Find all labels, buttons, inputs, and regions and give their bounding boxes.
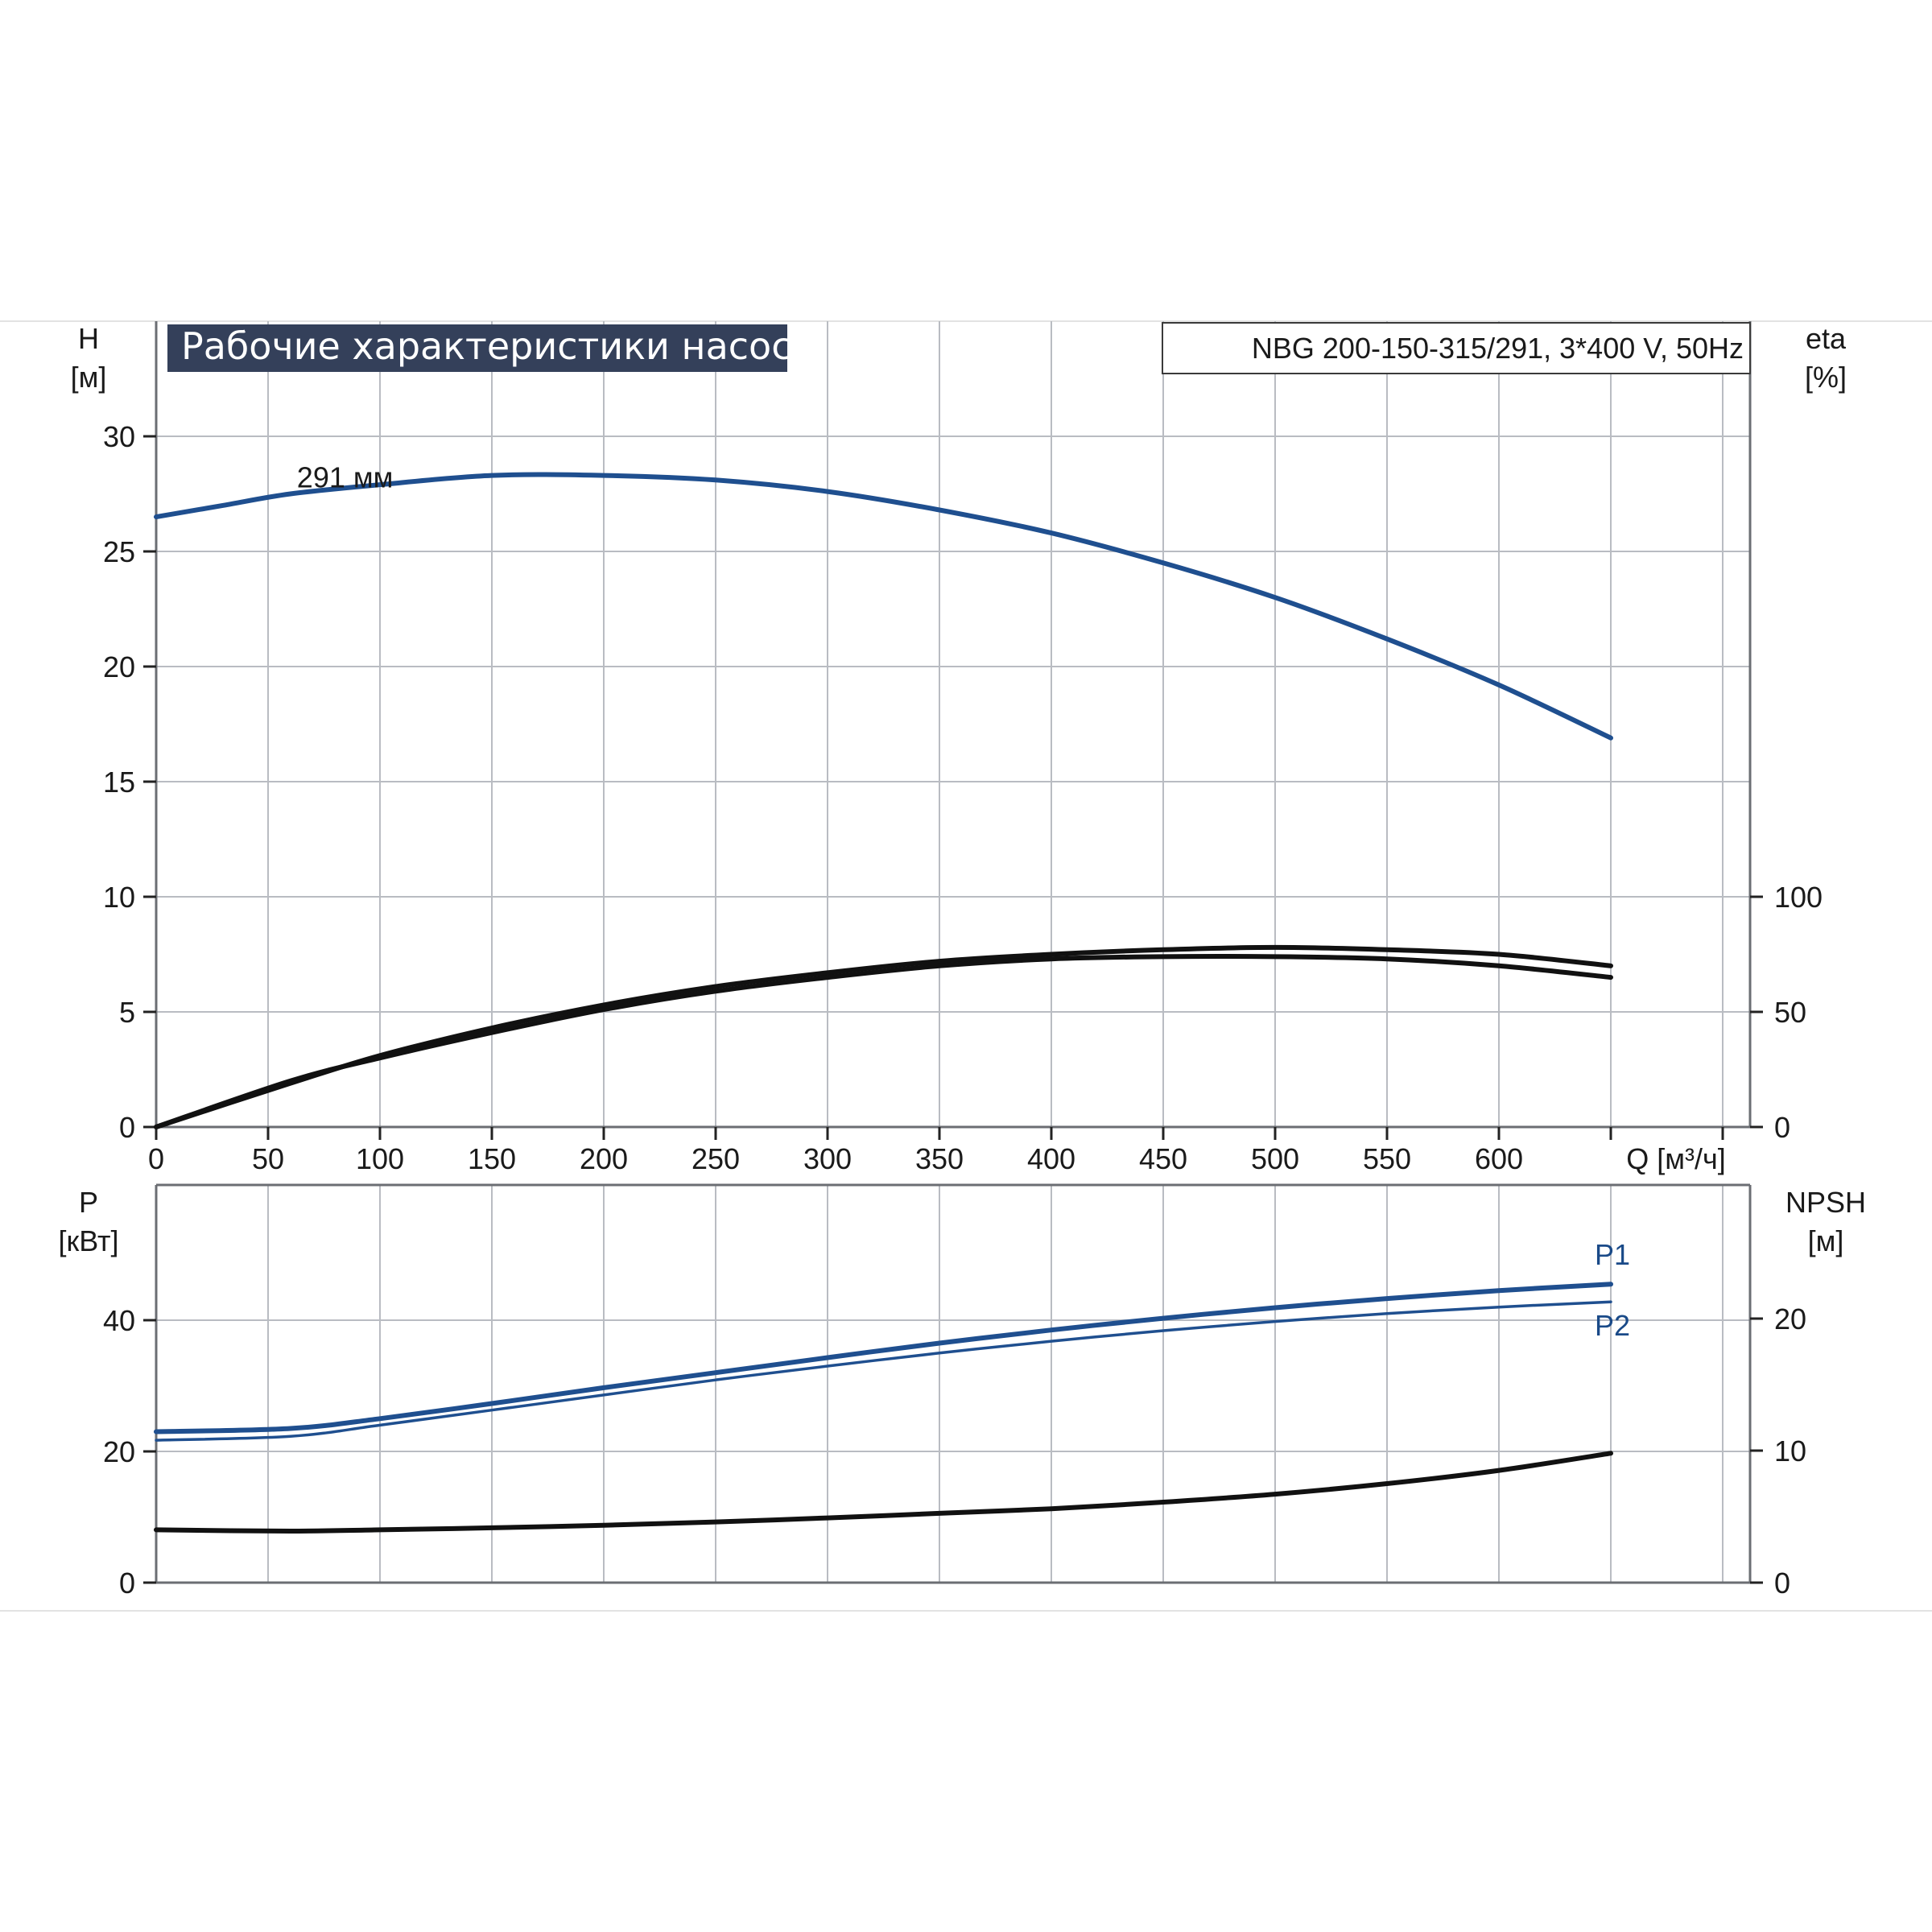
y-right-tick-label: 20: [1774, 1302, 1806, 1335]
x-tick-label: 200: [580, 1142, 628, 1175]
x-tick-label: 550: [1363, 1142, 1411, 1175]
y-right-unit: [%]: [1805, 361, 1847, 394]
x-tick-label: 100: [356, 1142, 404, 1175]
y-left-tick-label: 25: [103, 535, 135, 568]
y-left-tick-label: 5: [119, 996, 135, 1029]
lower-plot: 0 20 40 0 10 20 P [кВт] NPSH [м] P1 P2: [58, 1183, 1866, 1600]
y-right-tick-label: 10: [1774, 1435, 1806, 1468]
y-left-tick-label: 20: [103, 650, 135, 683]
series-line: [154, 472, 1613, 741]
y-left-tick-label: 10: [103, 881, 135, 914]
series-label: 291 мм: [297, 461, 394, 494]
series-line: [154, 1282, 1613, 1435]
x-tick-label: 600: [1475, 1142, 1523, 1175]
series-line: [154, 944, 1613, 1129]
model-badge: NBG 200-150-315/291, 3*400 V, 50Hz: [1162, 322, 1751, 374]
y-right-title: eta: [1806, 322, 1847, 355]
x-tick-label: 400: [1027, 1142, 1075, 1175]
title-badge: Рабочие характеристики насоса: [167, 324, 815, 372]
y-left-tick-label: 15: [103, 766, 135, 799]
x-tick-label: 350: [915, 1142, 964, 1175]
x-tick-label: 150: [468, 1142, 516, 1175]
model-label: NBG 200-150-315/291, 3*400 V, 50Hz: [1252, 332, 1744, 365]
series-line: [155, 1300, 1612, 1442]
x-tick-label: 250: [691, 1142, 740, 1175]
x-tick-label: 500: [1251, 1142, 1299, 1175]
y-left-unit: [кВт]: [58, 1224, 118, 1257]
y-right-tick-label: 0: [1774, 1567, 1790, 1600]
series-label: P2: [1595, 1309, 1630, 1342]
x-tick-label: 450: [1139, 1142, 1187, 1175]
series-line: [154, 1451, 1613, 1534]
y-left-unit: [м]: [71, 361, 107, 394]
series-label: P1: [1595, 1238, 1630, 1271]
y-left-title: P: [79, 1186, 98, 1219]
chart-title: Рабочие характеристики насоса: [181, 324, 815, 368]
y-left-tick-label: 0: [119, 1111, 135, 1144]
x-tick-label: 300: [803, 1142, 852, 1175]
y-left-tick-label: 0: [119, 1567, 135, 1600]
y-right-unit: [м]: [1808, 1224, 1844, 1257]
y-left-tick-label: 20: [103, 1435, 135, 1468]
x-tick-label: 0: [148, 1142, 164, 1175]
y-right-tick-label: 100: [1774, 881, 1823, 914]
y-right-tick-label: 50: [1774, 996, 1806, 1029]
x-axis-label: Q [м³/ч]: [1626, 1142, 1726, 1175]
y-right-tick-label: 0: [1774, 1111, 1790, 1144]
y-left-tick-label: 40: [103, 1304, 135, 1337]
series-line: [154, 954, 1613, 1129]
x-tick-label: 50: [252, 1142, 284, 1175]
y-left-tick-label: 30: [103, 420, 135, 453]
y-left-title: H: [78, 322, 99, 355]
y-right-title: NPSH: [1785, 1186, 1866, 1219]
